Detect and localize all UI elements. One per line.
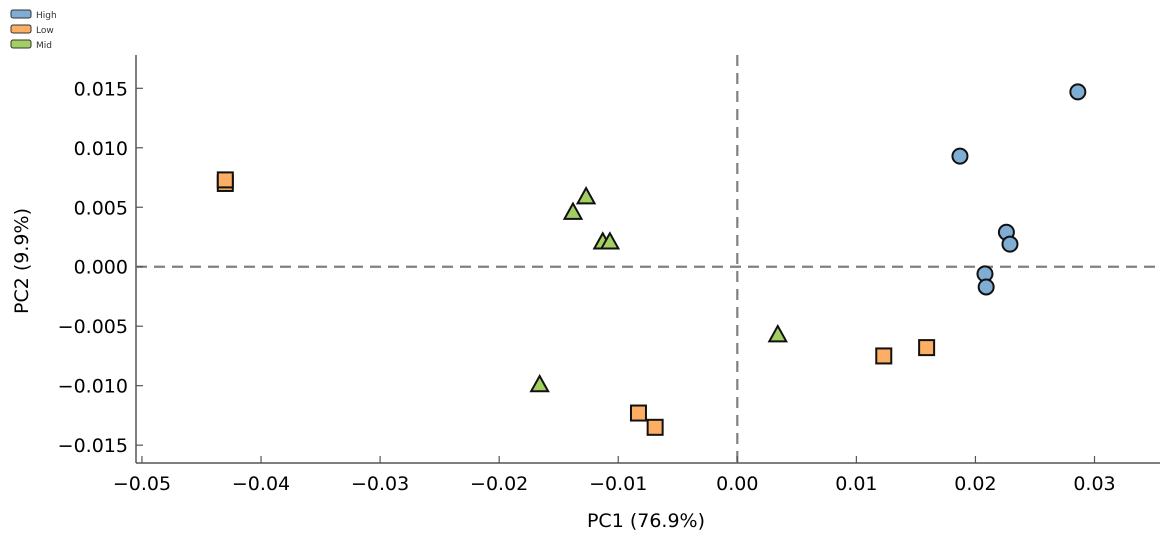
- legend-label-mid: Mid: [36, 41, 52, 51]
- point-low: [918, 339, 936, 357]
- x-tick-label: 0.03: [1073, 473, 1115, 495]
- y-tick-label: 0.015: [74, 78, 128, 100]
- point-mid: [767, 323, 788, 343]
- legend: High Low Mid: [10, 9, 57, 51]
- data-points: [216, 83, 1087, 436]
- point-mid: [575, 185, 597, 205]
- x-tick-label: 0.02: [954, 473, 996, 495]
- x-tick-label: −0.03: [351, 473, 409, 495]
- x-tick-label: −0.05: [113, 473, 171, 495]
- legend-swatch-low: [10, 24, 32, 34]
- point-low: [629, 404, 647, 422]
- x-tick-label: −0.02: [470, 473, 528, 495]
- point-low: [646, 418, 664, 436]
- axes: [135, 55, 1160, 464]
- reference-lines: [136, 55, 1160, 463]
- x-axis-label: PC1 (76.9%): [587, 510, 705, 532]
- y-tick-label: −0.010: [58, 376, 128, 398]
- legend-swatch-mid: [10, 39, 32, 49]
- point-low: [216, 171, 234, 189]
- x-tick-label: −0.01: [589, 473, 647, 495]
- point-high: [951, 147, 969, 165]
- x-tick-label: 0.01: [835, 473, 877, 495]
- x-tick-label: −0.04: [232, 473, 290, 495]
- point-high: [1001, 235, 1019, 253]
- point-mid: [599, 231, 621, 250]
- y-axis-label: PC2 (9.9%): [11, 208, 33, 314]
- legend-label-high: High: [36, 11, 57, 21]
- y-tick-label: −0.005: [58, 316, 128, 338]
- y-tick-label: 0.005: [74, 197, 128, 219]
- y-tick-label: 0.000: [74, 257, 128, 279]
- legend-label-low: Low: [36, 26, 54, 36]
- y-tick-label: 0.010: [74, 138, 128, 160]
- x-tick-label: 0.00: [716, 473, 758, 495]
- tick-group: −0.05 −0.04 −0.03 −0.02 −0.01 0.00 0.01 0.02 0.0…: [58, 78, 1116, 495]
- point-low: [875, 347, 893, 365]
- y-tick-label: −0.015: [58, 435, 128, 457]
- point-high: [1069, 83, 1087, 101]
- point-high: [977, 278, 995, 296]
- point-mid: [529, 373, 550, 393]
- point-mid: [562, 201, 584, 220]
- legend-swatch-high: [10, 9, 32, 19]
